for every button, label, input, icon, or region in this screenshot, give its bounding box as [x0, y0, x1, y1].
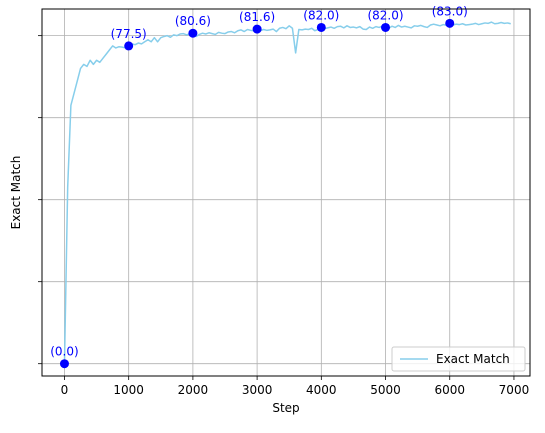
legend: Exact Match: [391, 346, 526, 372]
x-tick-label-5000: 5000: [370, 383, 401, 397]
series-layer: [63, 21, 511, 364]
annotated-point-6000: [445, 18, 455, 28]
annotation-label-3000: (81.6): [239, 10, 275, 24]
annotation-label-1000: (77.5): [111, 27, 147, 41]
series-line-exact-match: [63, 21, 511, 364]
y-axis-label: Exact Match: [9, 156, 23, 230]
x-tick-label-0: 0: [61, 383, 69, 397]
x-tick-label-4000: 4000: [306, 383, 337, 397]
x-axis-label: Step: [272, 401, 299, 415]
x-axis-ticks: 0 1000 2000 3000 4000 5000 6000 7000: [61, 376, 530, 397]
annotation-label-6000: (83.0): [432, 4, 468, 18]
x-tick-label-3000: 3000: [242, 383, 273, 397]
x-tick-label-1000: 1000: [113, 383, 144, 397]
annotated-point-5000: [381, 22, 391, 32]
annotation-label-2000: (80.6): [175, 14, 211, 28]
x-tick-label-6000: 6000: [434, 383, 465, 397]
gridlines: [42, 9, 530, 376]
annotated-markers: [59, 18, 455, 369]
annotation-labels: (0.0) (77.5) (80.6) (81.6) (82.0) (82.0) (83.0…: [50, 4, 468, 358]
annotated-point-4000: [316, 22, 326, 32]
legend-entry-exact-match: Exact Match: [436, 352, 510, 366]
annotated-point-0: [59, 359, 69, 369]
plot-frame: [41, 8, 531, 377]
y-axis-ticks: [38, 35, 42, 365]
x-tick-label-7000: 7000: [499, 383, 530, 397]
annotation-label-0: (0.0): [50, 345, 78, 359]
annotation-label-5000: (82.0): [367, 8, 403, 22]
annotation-label-4000: (82.0): [303, 8, 339, 22]
annotated-point-2000: [188, 28, 198, 38]
x-tick-label-2000: 2000: [178, 383, 209, 397]
annotated-point-1000: [124, 41, 134, 51]
annotated-point-3000: [252, 24, 262, 34]
legend-box: [391, 346, 526, 372]
